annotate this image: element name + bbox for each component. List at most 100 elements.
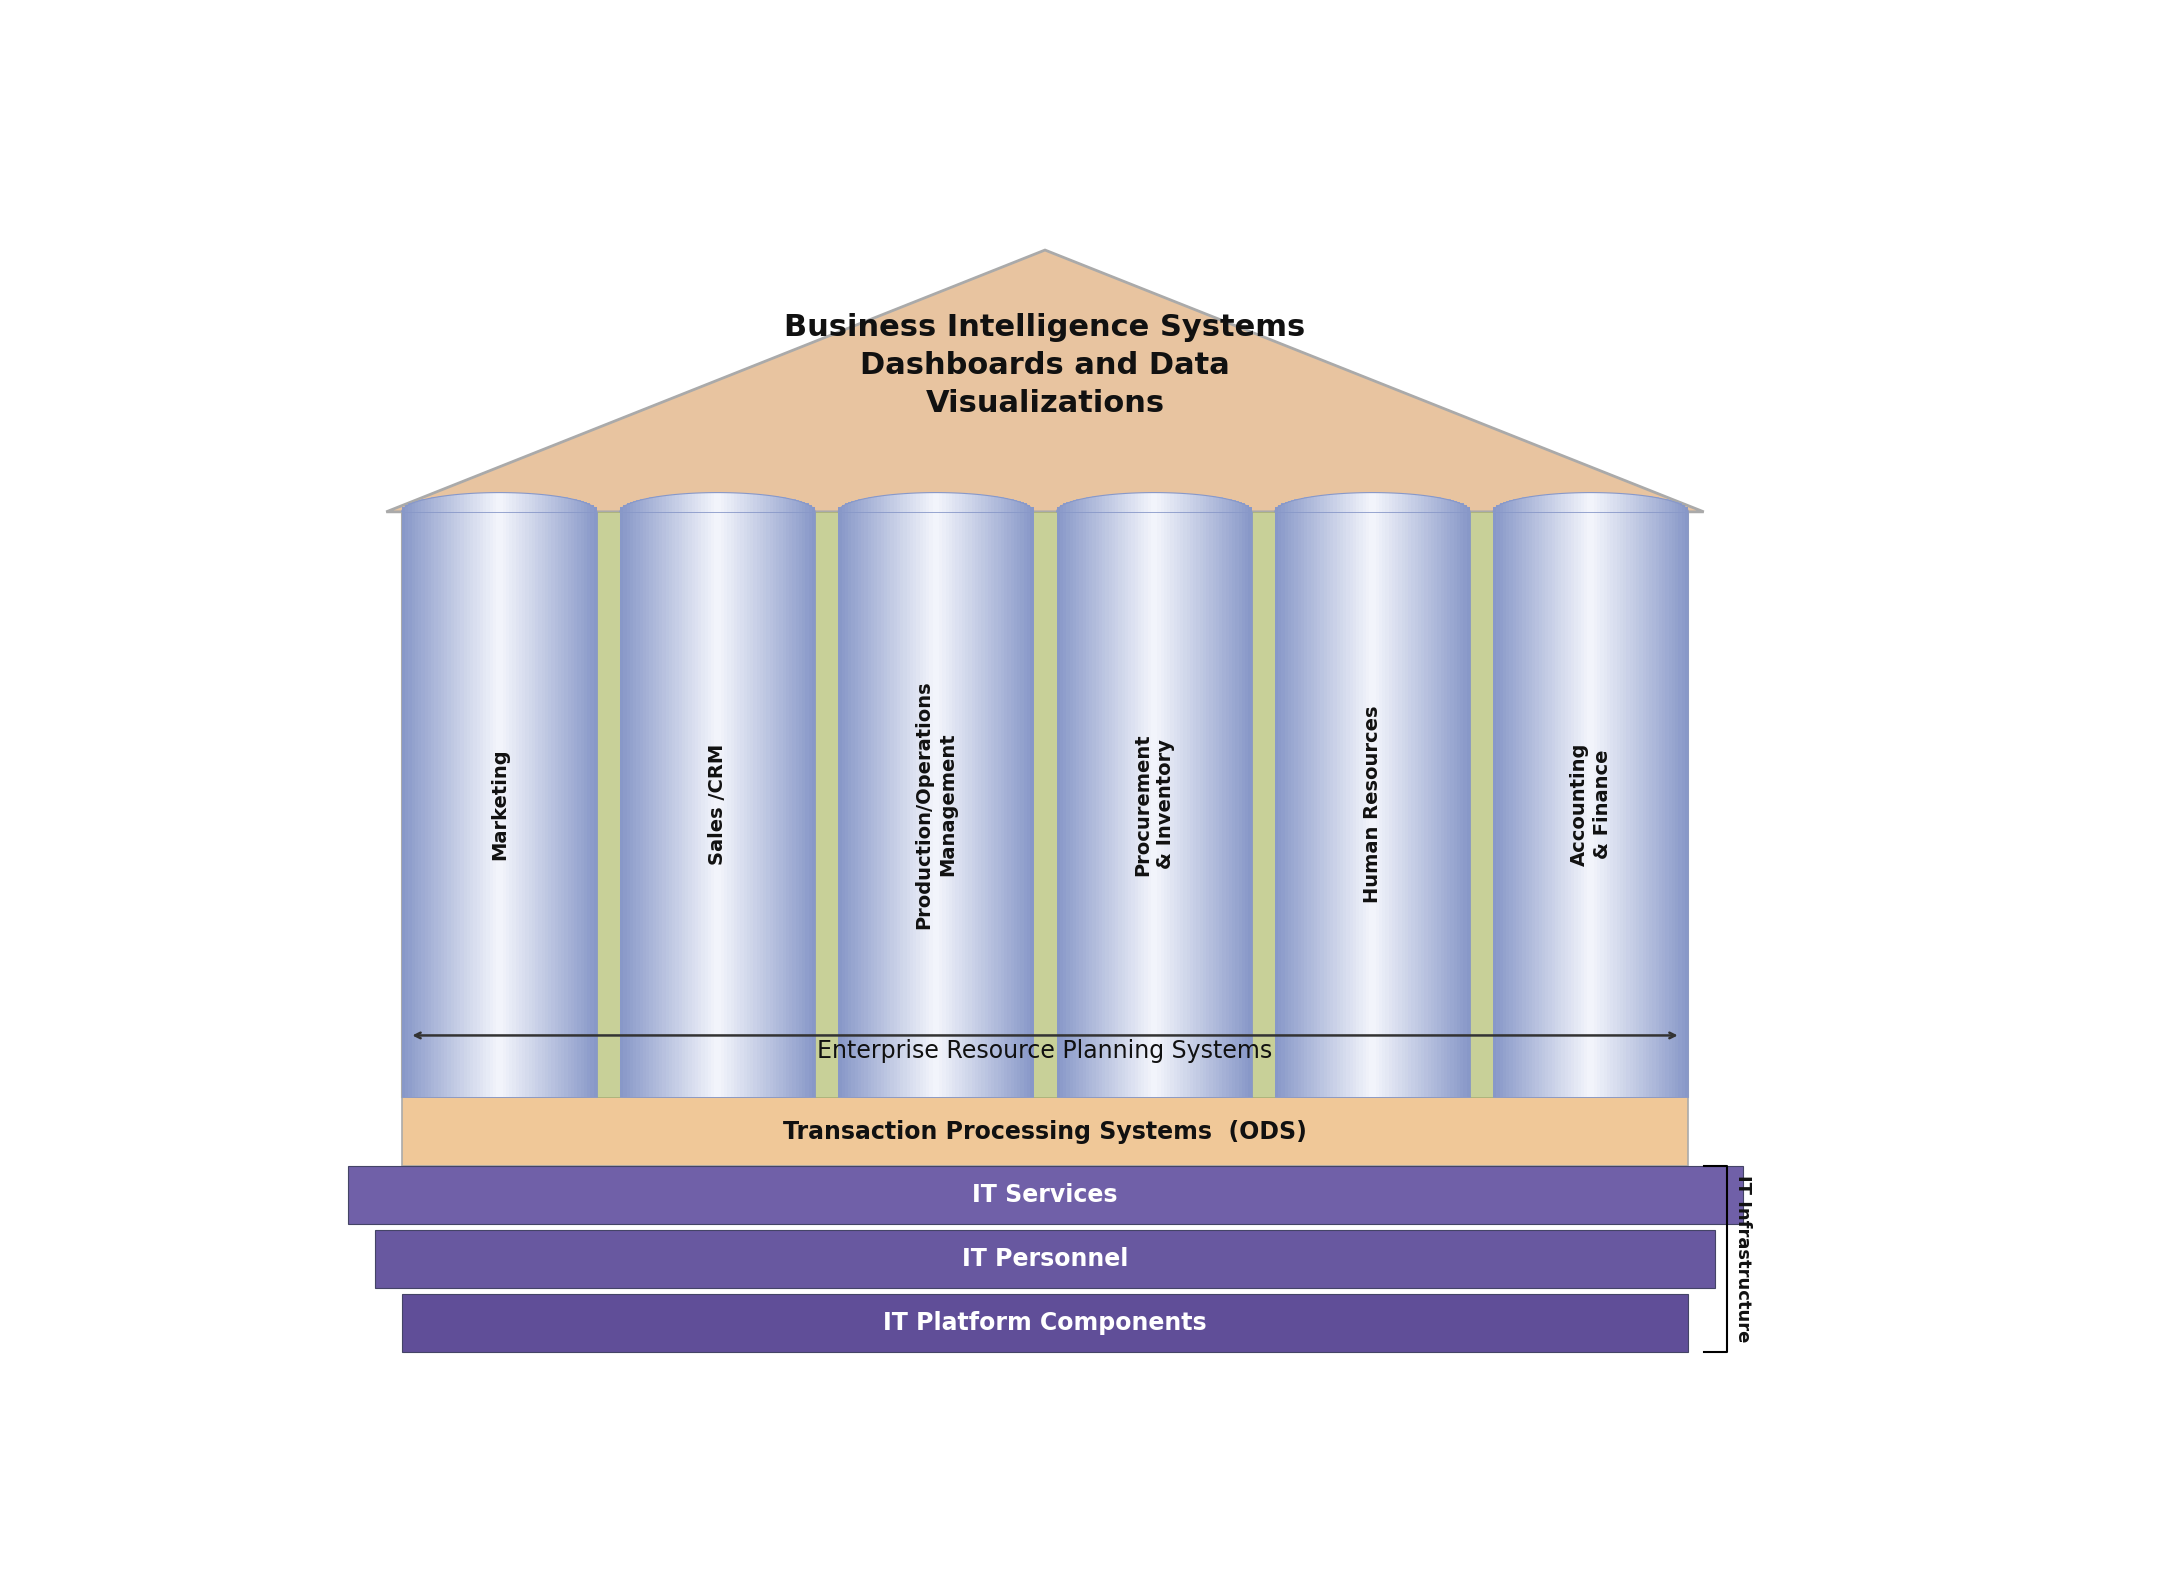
Bar [920, 512, 922, 1096]
Bar [1294, 512, 1298, 1096]
Bar [1324, 512, 1326, 1096]
Bar [570, 500, 575, 512]
Bar [665, 512, 670, 1096]
Bar [1436, 498, 1441, 512]
Bar [1244, 512, 1248, 1096]
Bar [795, 512, 799, 1096]
Bar [1575, 493, 1579, 512]
Text: Business Intelligence Systems
Dashboards and Data
Visualizations: Business Intelligence Systems Dashboards… [784, 313, 1305, 418]
Bar [1112, 512, 1115, 1096]
Text: Enterprise Resource Planning Systems: Enterprise Resource Planning Systems [816, 1039, 1272, 1063]
Bar [419, 512, 421, 1096]
Bar [896, 512, 901, 1096]
Bar [1657, 512, 1659, 1096]
Bar [1324, 495, 1326, 512]
Bar [637, 512, 639, 1096]
Bar [1410, 495, 1415, 512]
Bar [972, 493, 974, 512]
Bar [762, 495, 767, 512]
Bar [743, 493, 747, 512]
Bar [428, 498, 432, 512]
Bar [1525, 496, 1529, 512]
Bar [1356, 512, 1359, 1096]
Bar [1452, 500, 1454, 512]
Bar [1115, 493, 1119, 512]
Bar [1385, 512, 1389, 1096]
Bar [741, 512, 743, 1096]
Bar [471, 493, 473, 512]
Bar [620, 508, 624, 512]
Bar [1512, 500, 1516, 512]
Bar [890, 512, 894, 1096]
Bar [1082, 512, 1086, 1096]
Bar [650, 498, 652, 512]
Bar [1594, 512, 1598, 1096]
Bar [516, 512, 518, 1096]
Bar [858, 500, 862, 512]
Bar [1570, 512, 1575, 1096]
Bar [1218, 512, 1223, 1096]
Bar [480, 493, 484, 512]
Bar [1452, 512, 1454, 1096]
Bar [1313, 512, 1318, 1096]
Bar [1652, 512, 1657, 1096]
Bar [1538, 495, 1542, 512]
Bar [497, 493, 499, 512]
Bar [1251, 512, 1274, 1096]
Bar [1639, 512, 1644, 1096]
Bar [568, 512, 570, 1096]
Bar [542, 512, 544, 1096]
Bar [1536, 512, 1538, 1096]
Bar [426, 498, 428, 512]
Bar [1516, 512, 1518, 1096]
Bar [1562, 512, 1564, 1096]
Bar [464, 512, 467, 1096]
Bar [1523, 512, 1525, 1096]
Bar [637, 500, 639, 512]
Bar [473, 493, 477, 512]
Bar [1229, 512, 1233, 1096]
Bar [374, 1231, 1715, 1288]
Bar [557, 512, 562, 1096]
Bar [868, 512, 870, 1096]
Bar [434, 496, 438, 512]
Bar [1004, 498, 1007, 512]
Bar [985, 512, 987, 1096]
Bar [1223, 512, 1227, 1096]
Bar [1223, 498, 1227, 512]
Bar [1614, 493, 1618, 512]
Bar [1300, 512, 1305, 1096]
Bar [1683, 512, 1685, 1096]
Bar [1531, 512, 1536, 1096]
Bar [998, 512, 1000, 1096]
Bar [1192, 495, 1197, 512]
Bar [691, 493, 696, 512]
Bar [1659, 512, 1663, 1096]
Bar [1646, 496, 1650, 512]
Bar [415, 501, 419, 512]
Bar [734, 493, 737, 512]
Bar [564, 498, 568, 512]
Bar [672, 512, 676, 1096]
Bar [1447, 512, 1452, 1096]
Bar [1099, 512, 1102, 1096]
Bar [646, 498, 650, 512]
Bar [1300, 498, 1305, 512]
Bar [1298, 512, 1300, 1096]
Bar [750, 512, 754, 1096]
Bar [1464, 512, 1467, 1096]
Bar [650, 512, 652, 1096]
Bar [1551, 512, 1555, 1096]
Bar [1665, 512, 1670, 1096]
Bar [1279, 512, 1281, 1096]
Bar [715, 512, 717, 1096]
Bar [1678, 503, 1683, 512]
Bar [1676, 512, 1678, 1096]
Bar [1382, 512, 1385, 1096]
Bar [518, 493, 523, 512]
Bar [1179, 512, 1184, 1096]
Bar [538, 512, 542, 1096]
Bar [793, 512, 795, 1096]
Bar [1186, 493, 1190, 512]
Bar [773, 496, 775, 512]
